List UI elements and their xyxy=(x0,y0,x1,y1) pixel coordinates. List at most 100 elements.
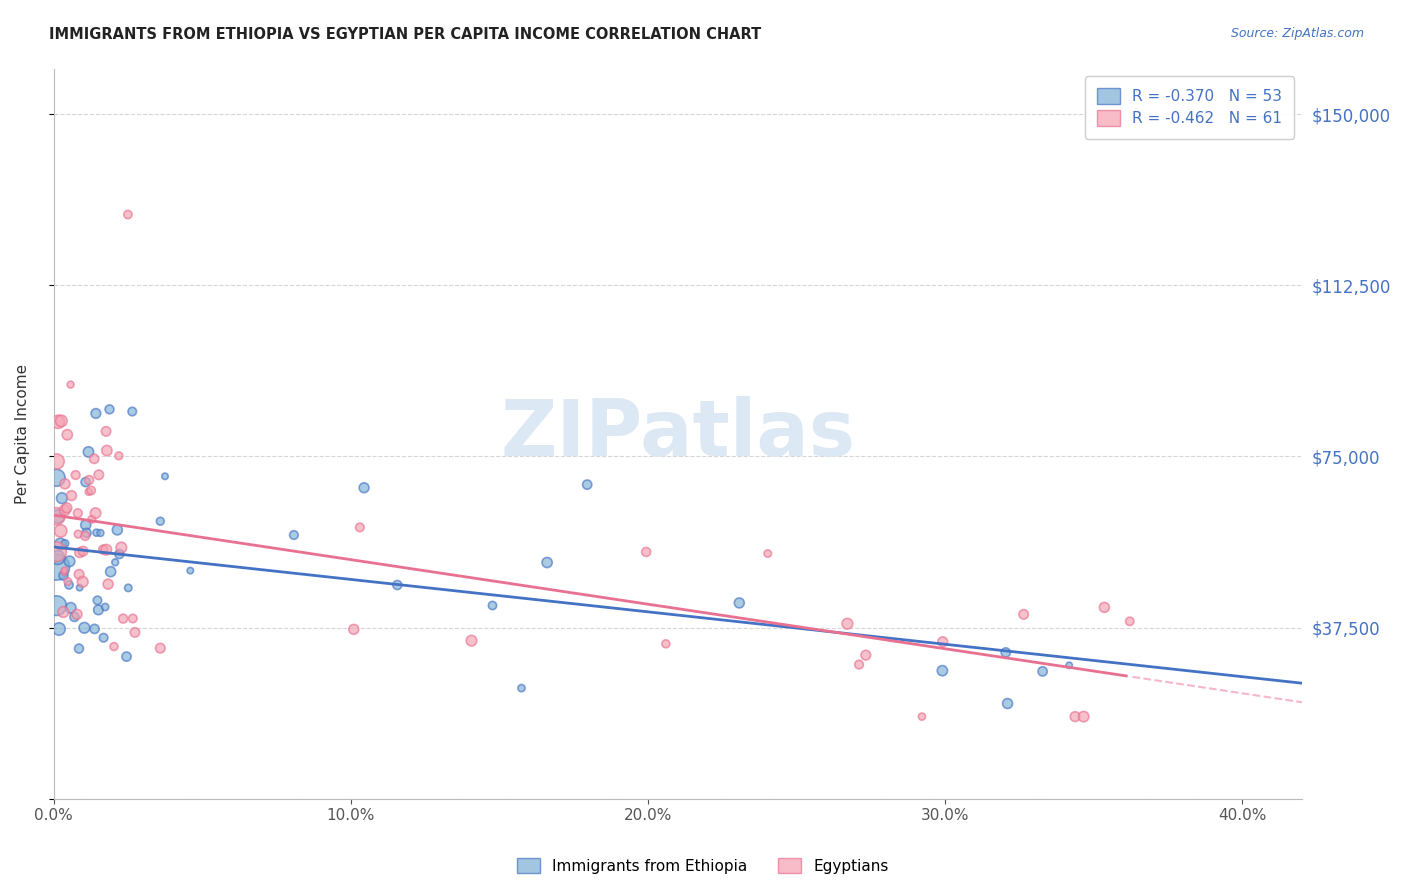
Point xyxy=(96,443,118,458)
Point xyxy=(76,525,98,540)
Point xyxy=(45,560,67,574)
Point xyxy=(349,520,371,534)
Point xyxy=(75,518,97,533)
Point xyxy=(52,568,75,582)
Point xyxy=(45,471,67,485)
Point xyxy=(149,641,172,656)
Point xyxy=(66,607,89,622)
Point xyxy=(837,616,859,631)
Point xyxy=(103,640,125,654)
Point xyxy=(51,414,73,428)
Point xyxy=(48,622,70,636)
Point xyxy=(100,565,122,579)
Point xyxy=(153,469,176,483)
Point xyxy=(45,599,67,613)
Point xyxy=(105,523,128,537)
Point xyxy=(1073,709,1095,723)
Y-axis label: Per Capita Income: Per Capita Income xyxy=(15,364,30,504)
Point xyxy=(67,527,90,541)
Point xyxy=(121,404,143,418)
Point xyxy=(58,554,80,568)
Text: ZIPatlas: ZIPatlas xyxy=(501,396,855,472)
Point xyxy=(56,500,79,515)
Legend: Immigrants from Ethiopia, Egyptians: Immigrants from Ethiopia, Egyptians xyxy=(512,852,894,880)
Point xyxy=(848,657,870,672)
Point xyxy=(994,645,1017,659)
Point xyxy=(53,476,76,491)
Point xyxy=(117,208,139,222)
Point xyxy=(75,529,97,543)
Point xyxy=(93,631,115,645)
Point xyxy=(83,451,105,466)
Point xyxy=(45,454,67,468)
Text: Source: ZipAtlas.com: Source: ZipAtlas.com xyxy=(1230,27,1364,40)
Point xyxy=(56,427,79,442)
Point xyxy=(77,484,100,499)
Point xyxy=(77,473,100,487)
Point xyxy=(655,637,678,651)
Point xyxy=(89,526,111,541)
Point xyxy=(97,577,120,591)
Point xyxy=(98,402,121,417)
Point xyxy=(536,556,558,570)
Point xyxy=(911,709,934,723)
Point xyxy=(94,599,117,614)
Point xyxy=(997,697,1019,711)
Point xyxy=(65,468,87,483)
Point xyxy=(179,564,201,578)
Point xyxy=(1092,600,1115,615)
Point xyxy=(855,648,877,662)
Point xyxy=(49,537,72,551)
Point xyxy=(117,581,139,595)
Point xyxy=(59,377,82,392)
Point xyxy=(124,625,146,640)
Point xyxy=(69,581,91,595)
Point xyxy=(75,475,97,489)
Point xyxy=(110,541,132,555)
Point xyxy=(83,622,105,636)
Point xyxy=(87,467,110,482)
Point xyxy=(112,611,135,625)
Point xyxy=(86,525,108,540)
Point xyxy=(636,545,658,559)
Point xyxy=(84,506,107,520)
Point xyxy=(66,506,89,520)
Point xyxy=(72,544,94,558)
Text: IMMIGRANTS FROM ETHIOPIA VS EGYPTIAN PER CAPITA INCOME CORRELATION CHART: IMMIGRANTS FROM ETHIOPIA VS EGYPTIAN PER… xyxy=(49,27,762,42)
Point xyxy=(931,664,953,678)
Point xyxy=(46,509,69,524)
Point xyxy=(108,449,131,463)
Point xyxy=(56,574,79,589)
Point xyxy=(481,599,503,613)
Point xyxy=(45,545,67,559)
Point xyxy=(932,634,955,648)
Point xyxy=(1064,709,1087,723)
Point xyxy=(1057,658,1080,673)
Point xyxy=(86,593,108,607)
Point xyxy=(387,578,409,592)
Point xyxy=(1119,615,1142,629)
Point xyxy=(53,503,76,517)
Point xyxy=(149,514,172,528)
Point xyxy=(460,633,482,648)
Point xyxy=(77,445,100,459)
Point xyxy=(52,605,75,619)
Point xyxy=(94,425,117,439)
Point xyxy=(67,641,90,656)
Point xyxy=(1012,607,1035,622)
Point xyxy=(72,574,94,589)
Point xyxy=(51,491,73,506)
Point xyxy=(87,603,110,617)
Point xyxy=(104,555,127,569)
Point xyxy=(53,563,76,577)
Point xyxy=(108,547,131,561)
Point xyxy=(60,489,83,503)
Point xyxy=(46,415,69,429)
Point xyxy=(510,681,533,695)
Point xyxy=(121,611,143,625)
Point xyxy=(576,477,599,491)
Point xyxy=(46,550,69,565)
Point xyxy=(1032,665,1054,679)
Point xyxy=(63,610,86,624)
Point xyxy=(59,600,82,615)
